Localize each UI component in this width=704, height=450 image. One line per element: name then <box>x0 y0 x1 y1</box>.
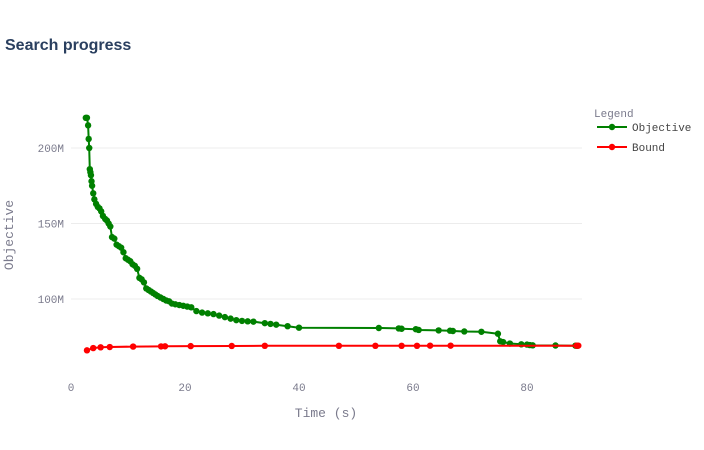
data-point-bound[interactable] <box>398 342 405 350</box>
x-tick-label: 60 <box>406 383 419 395</box>
data-point-bound[interactable] <box>447 342 454 349</box>
data-point-objective[interactable] <box>210 310 217 318</box>
data-point-objective[interactable] <box>221 313 229 321</box>
x-tick-label: 0 <box>68 383 75 395</box>
legend-label: Bound <box>632 143 665 155</box>
data-point-objective[interactable] <box>435 327 442 334</box>
legend-label: Objective <box>632 123 691 135</box>
data-point-objective[interactable] <box>83 114 91 122</box>
series-line-objective <box>85 116 578 347</box>
data-point-bound[interactable] <box>129 343 137 350</box>
x-axis-title: Time (s) <box>295 406 357 421</box>
data-point-objective[interactable] <box>133 265 141 272</box>
x-tick-label: 80 <box>520 383 533 395</box>
data-point-bound[interactable] <box>426 342 434 349</box>
series-objective <box>82 114 581 350</box>
data-point-objective[interactable] <box>284 322 291 330</box>
data-point-objective[interactable] <box>84 122 92 129</box>
data-point-objective[interactable] <box>375 324 382 332</box>
data-point-objective[interactable] <box>188 304 195 311</box>
data-point-objective[interactable] <box>449 327 457 335</box>
data-point-bound[interactable] <box>83 347 91 354</box>
data-point-bound[interactable] <box>106 343 113 351</box>
data-point-objective[interactable] <box>250 318 257 325</box>
data-point-bound[interactable] <box>335 342 343 350</box>
data-point-bound[interactable] <box>575 342 582 349</box>
data-point-objective[interactable] <box>85 135 92 143</box>
data-point-objective[interactable] <box>398 325 405 332</box>
data-point-bound[interactable] <box>90 344 97 352</box>
data-point-objective[interactable] <box>86 144 93 152</box>
y-tick-label: 200M <box>38 144 64 156</box>
data-point-objective[interactable] <box>227 315 234 322</box>
data-point-objective[interactable] <box>499 338 507 346</box>
data-point-objective[interactable] <box>267 320 274 328</box>
legend-item-objective[interactable]: Objective <box>597 123 691 135</box>
y-tick-label: 150M <box>38 220 64 232</box>
data-point-objective[interactable] <box>198 309 206 316</box>
legend-swatch-marker <box>608 123 616 131</box>
data-point-bound[interactable] <box>97 344 104 351</box>
x-tick-label: 20 <box>178 383 191 395</box>
data-point-objective[interactable] <box>88 182 96 189</box>
legend-title: Legend <box>594 109 634 121</box>
data-point-objective[interactable] <box>216 312 223 319</box>
data-point-objective[interactable] <box>120 248 127 256</box>
grid <box>71 147 582 300</box>
data-point-objective[interactable] <box>111 235 118 242</box>
data-point-bound[interactable] <box>413 342 421 350</box>
y-axis-title: Objective <box>2 200 17 270</box>
data-point-objective[interactable] <box>295 324 303 331</box>
data-point-bound[interactable] <box>228 342 235 350</box>
series-group <box>82 114 582 354</box>
legend-swatch-marker <box>608 143 616 151</box>
chart-title: Search progress <box>5 37 131 54</box>
series-bound <box>83 342 582 354</box>
legend-item-bound[interactable]: Bound <box>597 143 665 155</box>
data-point-objective[interactable] <box>273 321 280 328</box>
x-tick-label: 40 <box>292 383 305 395</box>
data-point-bound[interactable] <box>261 342 268 350</box>
legend: Legend Objective Bound <box>594 109 691 155</box>
data-point-objective[interactable] <box>140 279 148 286</box>
data-point-objective[interactable] <box>87 171 95 179</box>
data-point-objective[interactable] <box>261 319 268 327</box>
data-point-objective[interactable] <box>415 326 422 334</box>
data-point-objective[interactable] <box>193 307 200 315</box>
axis-ticks: 100M 150M 200M 0 20 40 60 80 <box>38 144 534 395</box>
data-point-bound[interactable] <box>187 342 194 350</box>
data-point-objective[interactable] <box>244 318 251 325</box>
data-point-objective[interactable] <box>90 190 97 197</box>
data-point-objective[interactable] <box>107 223 114 230</box>
data-point-objective[interactable] <box>478 328 485 335</box>
y-tick-label: 100M <box>38 295 64 307</box>
data-point-objective[interactable] <box>233 316 240 324</box>
data-point-objective[interactable] <box>204 310 211 317</box>
data-point-objective[interactable] <box>494 330 502 337</box>
data-point-objective[interactable] <box>461 328 468 335</box>
data-point-objective[interactable] <box>238 317 246 325</box>
data-point-bound[interactable] <box>372 342 379 350</box>
data-point-bound[interactable] <box>161 343 169 350</box>
